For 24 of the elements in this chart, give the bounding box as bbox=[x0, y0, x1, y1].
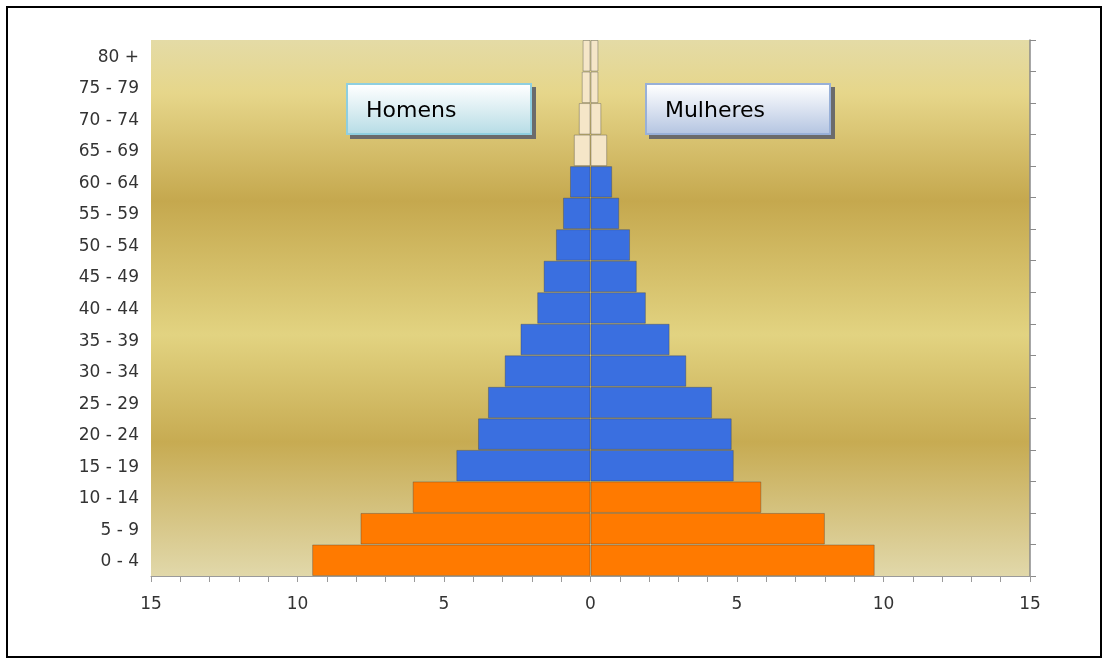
x-tick-label: 0 bbox=[585, 592, 596, 613]
x-tick-label: 10 bbox=[872, 592, 895, 613]
y-tick-label: 75 - 79 bbox=[78, 77, 139, 98]
x-tick-label: 5 bbox=[438, 592, 450, 613]
y-tick-label: 5 - 9 bbox=[100, 518, 139, 539]
x-tick-label: 15 bbox=[140, 592, 162, 613]
y-tick-label: 35 - 39 bbox=[78, 329, 139, 350]
y-tick-label: 25 - 29 bbox=[78, 392, 139, 413]
x-tick-label: 10 bbox=[286, 592, 309, 613]
y-tick-label: 60 - 64 bbox=[78, 171, 139, 192]
y-tick-label: 45 - 49 bbox=[78, 266, 139, 287]
y-tick-label: 50 - 54 bbox=[78, 234, 139, 255]
y-tick-label: 65 - 69 bbox=[78, 140, 139, 161]
y-tick-label: 70 - 74 bbox=[78, 108, 139, 129]
y-tick-label: 15 - 19 bbox=[78, 455, 139, 476]
y-tick-label: 0 - 4 bbox=[100, 550, 139, 571]
y-tick-label: 55 - 59 bbox=[78, 203, 139, 224]
y-tick-label: 40 - 44 bbox=[78, 298, 139, 318]
y-tick-label: 10 - 14 bbox=[78, 487, 139, 508]
y-tick-label: 30 - 34 bbox=[78, 361, 139, 382]
y-tick-label: 80 + bbox=[97, 45, 139, 66]
y-tick-label: 20 - 24 bbox=[78, 424, 139, 445]
x-tick-label: 5 bbox=[731, 592, 743, 613]
x-tick-label: 15 bbox=[1019, 592, 1041, 613]
